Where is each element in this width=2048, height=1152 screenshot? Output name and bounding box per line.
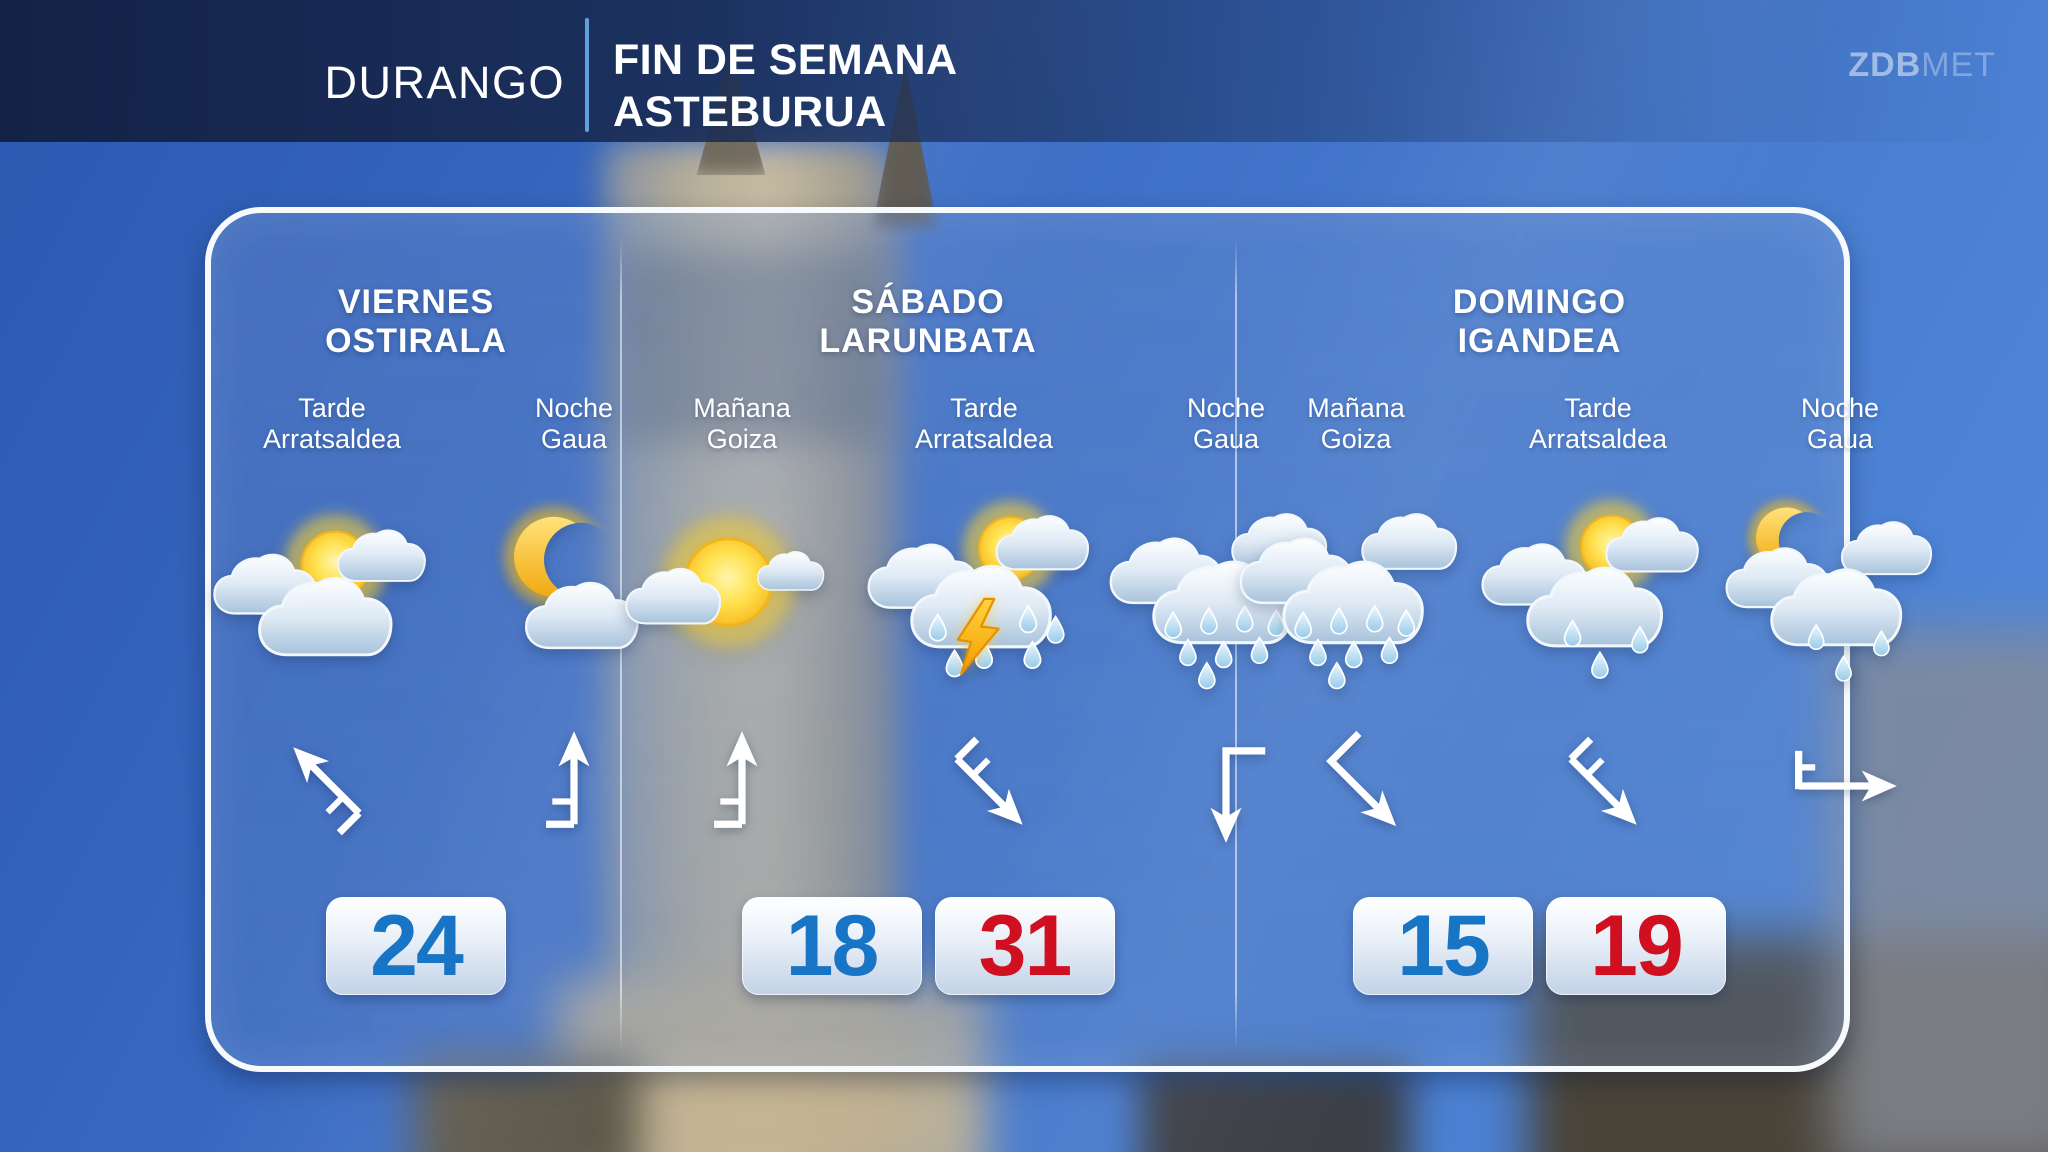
day-column-sunday: DOMINGO IGANDEA Mañana Goiza Tarde Arrat…	[1235, 213, 1844, 1066]
wind-arrow-e-icon	[1778, 703, 1902, 869]
period-label-es: Noche	[1186, 393, 1266, 423]
thunderstorm-sun-rain-icon	[863, 479, 1105, 703]
periods-row: Mañana Goiza Tarde Arratsaldea	[1235, 383, 1844, 869]
sun-behind-clouds-icon	[211, 479, 453, 703]
day-name-es: DOMINGO	[1452, 283, 1627, 321]
temp-badge-max: 19	[1546, 897, 1726, 995]
wind-arrow-n-icon	[680, 703, 804, 869]
temp-badge-max: 31	[934, 897, 1115, 995]
period-label-eu: Gaua	[1192, 424, 1260, 454]
temp-badge-min: 18	[741, 897, 922, 995]
period-label-eu: Goiza	[706, 424, 778, 454]
sun-with-small-clouds-icon	[621, 479, 863, 703]
wind-arrow-se-icon	[1536, 703, 1660, 869]
period-cell: Mañana Goiza	[1235, 383, 1477, 869]
day-column-friday: VIERNES OSTIRALA Tarde Arratsaldea Noche…	[211, 213, 621, 1066]
periods-row: Tarde Arratsaldea Noche Gaua	[211, 383, 621, 869]
period-label: Tarde Arratsaldea	[915, 383, 1053, 479]
temperature-row: 24	[211, 897, 621, 995]
station-logo: ZDBMET	[1848, 46, 1996, 85]
moon-clouds-rain-icon	[1719, 479, 1961, 703]
program-title: FIN DE SEMANA ASTEBURUA	[613, 34, 957, 138]
period-label: Tarde Arratsaldea	[1529, 383, 1667, 479]
period-label: Mañana Goiza	[1307, 383, 1405, 479]
day-name-es: SÁBADO	[851, 283, 1005, 321]
period-label: Noche Gaua	[535, 383, 613, 479]
period-label-es: Tarde	[950, 393, 1018, 423]
temp-value: 18	[785, 897, 880, 994]
period-label-eu: Goiza	[1320, 424, 1392, 454]
program-title-line1: FIN DE SEMANA	[613, 36, 958, 84]
wind-arrow-nw-icon	[270, 703, 394, 869]
period-label: Mañana Goiza	[693, 383, 791, 479]
day-name: DOMINGO IGANDEA	[1235, 213, 1844, 383]
rain-clouds-icon	[1235, 479, 1477, 703]
period-label-eu: Arratsaldea	[1528, 424, 1668, 454]
top-bar: DURANGO FIN DE SEMANA ASTEBURUA ZDBMET	[0, 0, 2048, 142]
period-label-es: Tarde	[298, 393, 366, 423]
period-cell: Tarde Arratsaldea	[863, 383, 1105, 869]
program-title-line2: ASTEBURUA	[613, 88, 887, 136]
temp-value: 19	[1590, 897, 1684, 994]
period-cell: Mañana Goiza	[621, 383, 863, 869]
wind-arrow-n-icon	[512, 703, 636, 869]
period-label-eu: Gaua	[540, 424, 608, 454]
temp-value: 15	[1397, 897, 1491, 994]
periods-row: Mañana Goiza Tarde Arratsaldea	[621, 383, 1235, 869]
day-name: VIERNES OSTIRALA	[211, 213, 621, 383]
day-name-eu: OSTIRALA	[325, 322, 507, 360]
period-label-es: Noche	[534, 393, 614, 423]
station-logo-light: MET	[1921, 46, 1996, 84]
title-divider	[585, 18, 589, 132]
period-cell: Noche Gaua	[453, 383, 695, 869]
period-cell: Noche Gaua	[1105, 383, 1347, 869]
day-name-eu: LARUNBATA	[819, 322, 1037, 360]
sun-clouds-rain-icon	[1477, 479, 1719, 703]
temp-badge-min: 15	[1353, 897, 1533, 995]
day-name-eu: IGANDEA	[1457, 322, 1622, 360]
period-cell: Tarde Arratsaldea	[1477, 383, 1719, 869]
station-logo-bold: ZDB	[1848, 46, 1922, 84]
period-label-es: Mañana	[693, 393, 791, 423]
wind-arrow-se-icon	[1294, 703, 1418, 869]
temp-value: 31	[978, 897, 1073, 994]
period-label-eu: Arratsaldea	[914, 424, 1054, 454]
period-cell: Noche Gaua	[1719, 383, 1961, 869]
temp-badge-min: 24	[326, 897, 506, 995]
period-label: Noche Gaua	[1187, 383, 1265, 479]
period-label: Noche Gaua	[1801, 383, 1879, 479]
period-label-eu: Gaua	[1806, 424, 1874, 454]
temperature-row: 18 31	[621, 897, 1235, 995]
period-label-es: Tarde	[1564, 393, 1632, 423]
period-cell: Tarde Arratsaldea	[211, 383, 453, 869]
building-bottom-center-blur	[1140, 1066, 1410, 1152]
period-label-es: Mañana	[1307, 393, 1405, 423]
wind-arrow-se-icon	[922, 703, 1046, 869]
day-name-es: VIERNES	[337, 283, 495, 321]
roof-bottom-left-blur	[414, 1058, 639, 1152]
building-right-edge-blur	[1830, 630, 2048, 1152]
temp-value: 24	[370, 897, 464, 994]
period-label-eu: Arratsaldea	[262, 424, 402, 454]
day-column-saturday: SÁBADO LARUNBATA Mañana Goiza Tarde Arra…	[621, 213, 1235, 1066]
location-title: DURANGO	[324, 57, 565, 108]
day-name: SÁBADO LARUNBATA	[621, 213, 1235, 383]
period-label-es: Noche	[1800, 393, 1880, 423]
forecast-panel: VIERNES OSTIRALA Tarde Arratsaldea Noche…	[205, 207, 1850, 1072]
temperature-row: 15 19	[1235, 897, 1844, 995]
period-label: Tarde Arratsaldea	[263, 383, 401, 479]
